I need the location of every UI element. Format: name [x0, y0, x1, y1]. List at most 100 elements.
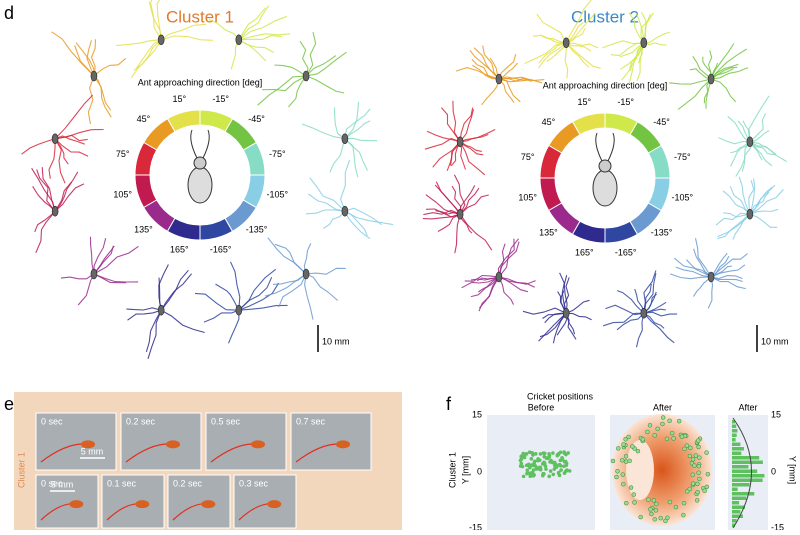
position-dot	[548, 460, 552, 464]
trajectory	[344, 207, 383, 226]
position-dot	[562, 471, 567, 475]
position-dot	[619, 458, 625, 463]
position-dot	[669, 430, 675, 436]
direction-label: -45°	[653, 117, 670, 127]
trajectory	[732, 213, 751, 240]
trajectory	[344, 138, 368, 171]
trajectory	[565, 0, 593, 44]
trajectory	[93, 75, 112, 118]
trajectory	[238, 39, 267, 62]
trajectory	[21, 138, 56, 155]
cricket-icon	[235, 304, 243, 316]
trajectory	[87, 75, 95, 125]
trajectory	[643, 312, 665, 329]
position-dot	[705, 471, 711, 477]
trajectory	[93, 273, 127, 284]
y-tick-label: 15	[771, 409, 781, 419]
trajectory	[160, 269, 189, 311]
trajectory	[435, 210, 461, 215]
position-dot	[530, 470, 534, 475]
frame-time: 0.3 sec	[239, 478, 269, 488]
trajectory	[238, 282, 280, 311]
trajectory	[481, 78, 500, 106]
trajectory	[749, 178, 756, 215]
trajectory	[538, 42, 567, 64]
histogram-bar	[732, 451, 742, 455]
trajectory	[126, 307, 162, 311]
position-dot	[632, 500, 637, 505]
trajectory	[566, 42, 599, 49]
trajectory	[238, 35, 282, 41]
position-dot	[671, 436, 676, 441]
cricket-icon	[157, 304, 165, 316]
cricket-icon	[90, 268, 98, 280]
position-dot	[531, 474, 536, 478]
position-dot	[544, 456, 549, 460]
trajectory	[710, 276, 746, 290]
histogram-bar	[732, 501, 740, 505]
frame-time: 0 sec	[41, 416, 63, 426]
video-frame	[120, 412, 202, 471]
trajectory	[723, 212, 750, 218]
plot-title: After	[653, 402, 672, 412]
trajectory	[685, 259, 712, 278]
frame-time: 0.2 sec	[126, 416, 156, 426]
position-dot	[645, 429, 650, 435]
trajectory	[452, 100, 461, 143]
position-dot	[534, 467, 539, 471]
trajectory	[710, 67, 749, 80]
trajectory	[267, 237, 307, 275]
panel-label: f	[446, 394, 452, 414]
trajectory	[304, 273, 314, 320]
direction-label: 165°	[575, 248, 594, 258]
trajectory	[435, 181, 461, 215]
position-dot	[518, 464, 523, 468]
position-dot	[696, 470, 701, 475]
frame-time: 0.2 sec	[173, 478, 203, 488]
cricket-icon	[746, 136, 754, 148]
trajectory	[538, 42, 567, 69]
position-dot	[684, 443, 690, 448]
trajectory	[563, 277, 570, 314]
trajectory	[602, 312, 644, 327]
direction-label: 135°	[134, 225, 153, 235]
position-dot	[555, 463, 559, 468]
position-dot	[628, 485, 634, 490]
position-dot	[654, 501, 659, 507]
scale-label: 5 mm	[51, 479, 74, 489]
cricket	[166, 440, 180, 449]
cricket-icon	[746, 208, 754, 220]
trajectory	[498, 276, 536, 285]
frame-time: 0.1 sec	[107, 478, 137, 488]
trajectory	[274, 64, 307, 77]
position-dot	[696, 444, 701, 450]
position-dot	[558, 450, 563, 455]
direction-label: 165°	[170, 245, 189, 255]
trajectory	[693, 248, 712, 278]
trajectory	[93, 57, 127, 77]
trajectory	[722, 190, 751, 215]
direction-label: -15°	[212, 94, 229, 104]
position-dot	[623, 453, 629, 459]
position-dot	[647, 423, 653, 428]
trajectory	[669, 78, 712, 85]
trajectory	[31, 167, 56, 212]
position-dot	[551, 451, 555, 455]
video-frame	[35, 412, 117, 471]
trajectory	[426, 130, 461, 143]
trajectory	[60, 273, 95, 280]
position-dot	[704, 484, 710, 490]
cricket-icon	[302, 70, 310, 82]
trajectory	[156, 0, 162, 40]
cricket	[69, 500, 84, 509]
histogram-bar	[732, 424, 737, 428]
direction-label: -105°	[671, 193, 693, 203]
position-dot	[635, 448, 641, 454]
trajectory	[689, 68, 712, 80]
trajectory	[522, 307, 567, 315]
trajectory	[115, 39, 162, 47]
cricket	[81, 440, 95, 449]
y-tick-label: 0	[771, 466, 776, 476]
trajectory	[629, 42, 645, 71]
